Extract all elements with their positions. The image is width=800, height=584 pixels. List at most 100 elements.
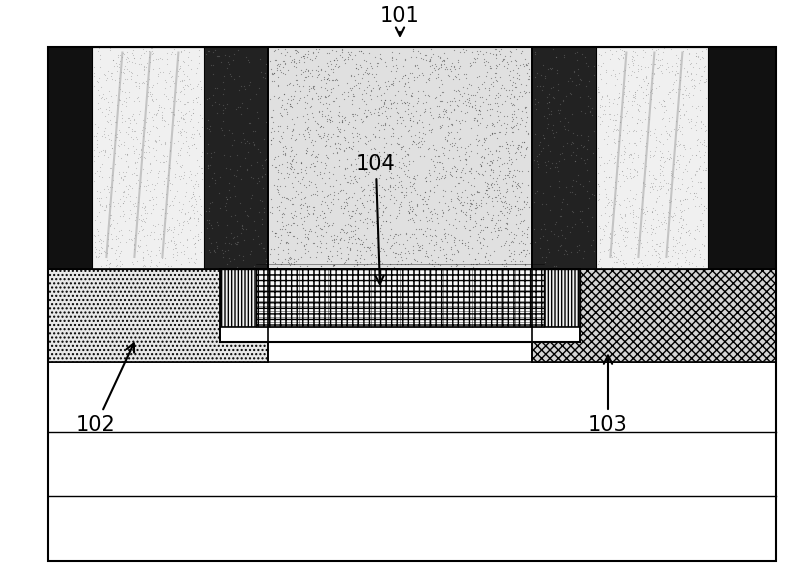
Point — [378, 142, 390, 152]
Point — [576, 181, 589, 190]
Point — [461, 243, 474, 252]
Point — [645, 178, 658, 187]
Point — [186, 192, 198, 201]
Point — [607, 159, 620, 168]
Point — [396, 116, 409, 125]
Point — [638, 250, 651, 259]
Point — [210, 241, 223, 251]
Point — [662, 87, 675, 96]
Point — [402, 126, 414, 135]
Point — [406, 137, 419, 146]
Point — [105, 119, 118, 128]
Point — [353, 103, 366, 112]
Point — [630, 190, 643, 199]
Point — [203, 198, 216, 207]
Point — [154, 229, 166, 238]
Point — [274, 67, 287, 77]
Point — [446, 163, 458, 172]
Point — [115, 110, 128, 120]
Point — [487, 168, 500, 177]
Point — [394, 112, 406, 121]
Point — [360, 113, 373, 122]
Point — [459, 160, 472, 169]
Point — [405, 259, 418, 268]
Point — [422, 165, 435, 175]
Point — [373, 155, 386, 165]
Point — [326, 45, 338, 54]
Point — [370, 253, 382, 262]
Point — [370, 232, 383, 241]
Point — [698, 201, 710, 211]
Point — [700, 44, 713, 54]
Point — [618, 154, 630, 164]
Point — [494, 215, 507, 225]
Point — [548, 220, 561, 229]
Point — [660, 135, 673, 144]
Point — [509, 79, 522, 88]
Point — [435, 87, 448, 96]
Point — [139, 182, 152, 191]
Point — [490, 196, 503, 205]
Point — [209, 98, 222, 107]
Point — [420, 97, 433, 106]
Point — [392, 182, 405, 192]
Point — [518, 197, 530, 206]
Point — [593, 221, 606, 231]
Point — [688, 75, 701, 85]
Point — [446, 203, 459, 212]
Point — [696, 102, 709, 111]
Point — [441, 237, 454, 246]
Point — [377, 207, 390, 216]
Point — [392, 157, 405, 166]
Point — [486, 156, 499, 165]
Point — [286, 213, 298, 222]
Point — [582, 61, 594, 70]
Point — [406, 203, 418, 212]
Point — [486, 158, 498, 168]
Point — [519, 260, 532, 269]
Point — [434, 157, 446, 166]
Point — [425, 44, 438, 54]
Point — [378, 97, 390, 106]
Point — [660, 105, 673, 114]
Point — [517, 137, 530, 147]
Point — [168, 44, 181, 53]
Point — [322, 204, 334, 213]
Point — [245, 173, 258, 182]
Point — [200, 215, 213, 225]
Point — [236, 221, 249, 230]
Point — [614, 256, 626, 266]
Point — [284, 252, 297, 261]
Point — [193, 234, 206, 244]
Point — [402, 109, 414, 119]
Point — [679, 165, 692, 174]
Point — [176, 114, 189, 123]
Point — [494, 91, 506, 100]
Point — [359, 100, 372, 109]
Point — [359, 111, 372, 120]
Point — [547, 92, 560, 102]
Point — [593, 49, 606, 58]
Point — [638, 150, 651, 159]
Point — [296, 175, 309, 184]
Point — [670, 258, 683, 267]
Point — [306, 55, 318, 65]
Point — [387, 262, 400, 271]
Point — [410, 139, 423, 148]
Point — [298, 180, 310, 190]
Point — [564, 88, 577, 98]
Point — [601, 159, 614, 168]
Point — [359, 246, 372, 256]
Point — [547, 93, 560, 102]
Point — [330, 251, 343, 260]
Point — [349, 255, 362, 265]
Point — [678, 110, 690, 119]
Point — [236, 225, 249, 234]
Point — [689, 234, 702, 244]
Point — [651, 215, 664, 225]
Point — [307, 140, 320, 150]
Point — [429, 258, 442, 267]
Point — [90, 143, 103, 152]
Point — [612, 125, 625, 134]
Point — [513, 92, 526, 101]
